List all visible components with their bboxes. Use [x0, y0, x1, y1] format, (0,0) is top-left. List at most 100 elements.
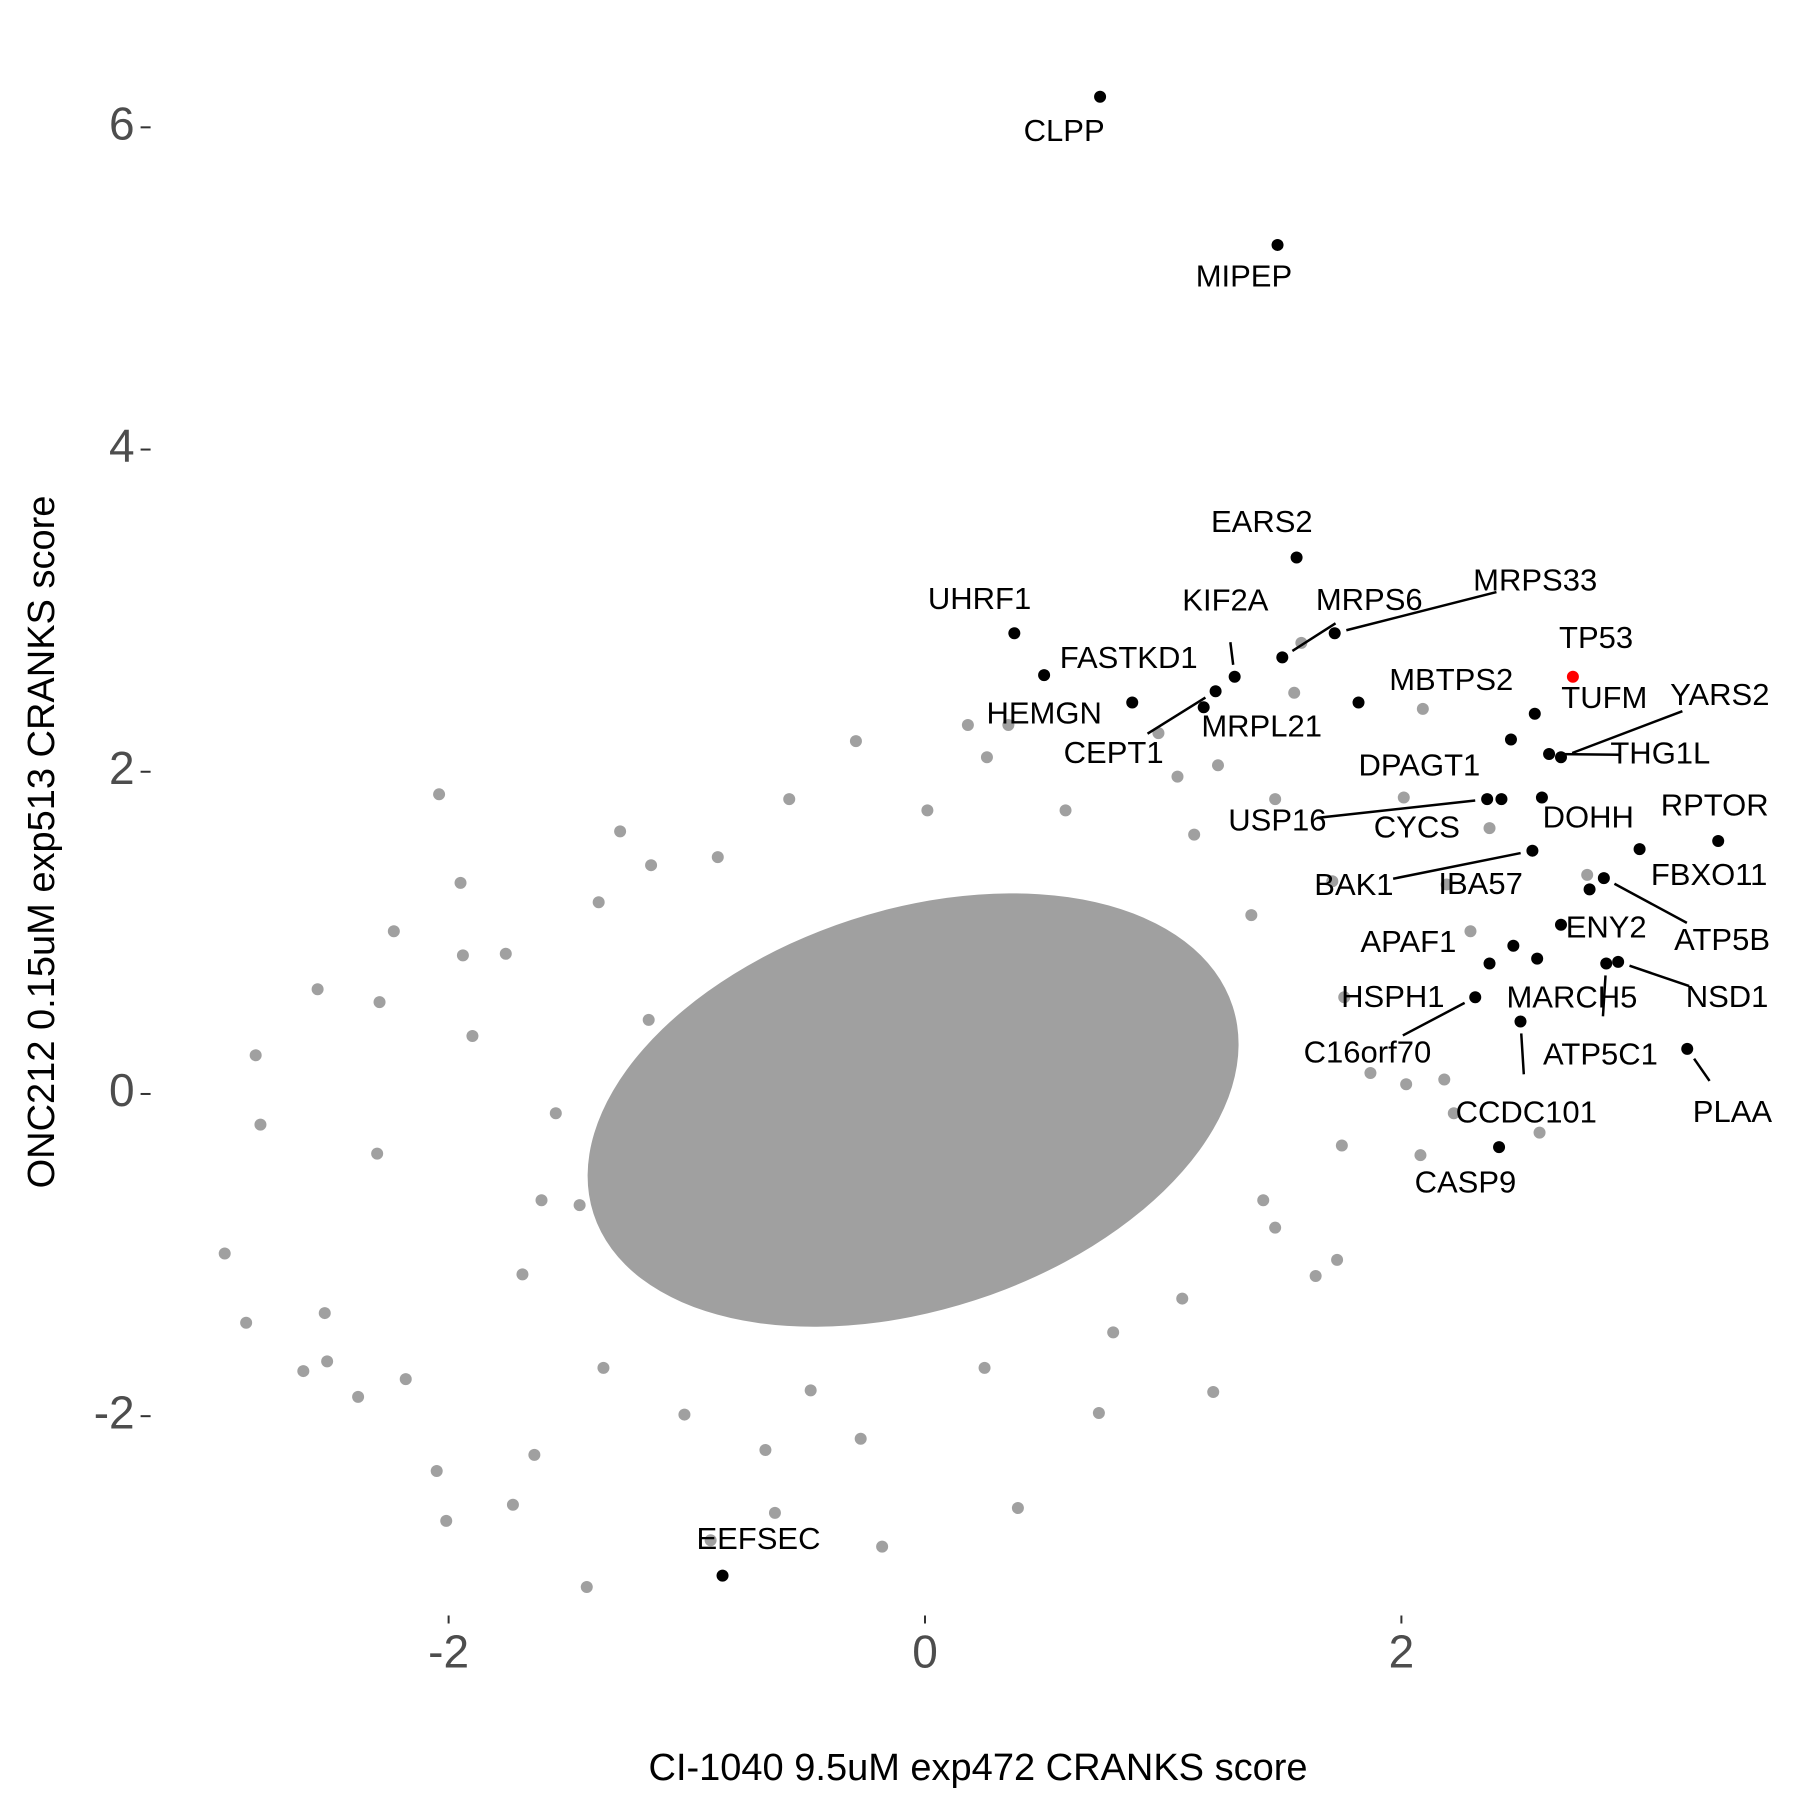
point [1581, 868, 1594, 881]
point [1583, 883, 1596, 896]
point-label: YARS2 [1670, 677, 1769, 712]
point [642, 1013, 655, 1026]
point-label: DPAGT1 [1359, 748, 1481, 783]
point-label: ATP5C1 [1543, 1036, 1658, 1071]
point [1176, 1292, 1189, 1305]
point-label: MIPEP [1196, 259, 1292, 294]
point-label: ENY2 [1566, 910, 1647, 945]
point [1309, 1270, 1322, 1283]
point-label: USP16 [1228, 803, 1326, 838]
point-label: MRPS6 [1316, 582, 1423, 617]
point [1352, 696, 1365, 709]
point [1493, 1141, 1506, 1154]
point-label: CYCS [1374, 809, 1460, 844]
point-label: MARCH5 [1506, 979, 1637, 1014]
point [1331, 1253, 1344, 1266]
leader-line [1291, 622, 1337, 652]
x-tick-label: -2 [428, 1626, 469, 1678]
point [1126, 696, 1139, 709]
point-label: EEFSEC [696, 1521, 820, 1556]
point [352, 1390, 365, 1403]
point [321, 1355, 334, 1368]
point [678, 1408, 691, 1421]
point [1712, 835, 1725, 848]
point [768, 1506, 781, 1519]
leader-line [1613, 882, 1688, 924]
point [1094, 90, 1107, 103]
leader-line [1693, 1057, 1711, 1082]
point [1414, 1149, 1427, 1162]
x-axis-title: CI-1040 9.5uM exp472 CRANKS score [649, 1747, 1308, 1789]
y-axis-title: ONC212 0.15uM exp513 CRANKS score [21, 496, 63, 1189]
point [1008, 627, 1021, 640]
x-tick-label: 0 [912, 1626, 938, 1678]
point [1269, 1221, 1282, 1234]
point [1011, 1502, 1024, 1515]
point [549, 1107, 562, 1120]
y-tick-label: 4 [109, 420, 135, 472]
point [240, 1316, 253, 1329]
point [249, 1049, 262, 1062]
point [1600, 957, 1613, 970]
point [456, 949, 469, 962]
point [1364, 1067, 1377, 1080]
point-label: IBA57 [1438, 866, 1522, 901]
point [1533, 1126, 1546, 1139]
leader-line [1402, 1001, 1466, 1037]
point [311, 983, 324, 996]
point-label: THG1L [1610, 735, 1710, 770]
point-label: MRPL21 [1201, 708, 1322, 743]
point [978, 1361, 991, 1374]
point [1328, 627, 1341, 640]
leader-line [1561, 752, 1621, 757]
leader-line [1571, 710, 1683, 755]
point [528, 1448, 541, 1461]
point [1535, 791, 1548, 804]
point [499, 947, 512, 960]
point-label: KIF2A [1182, 583, 1268, 618]
point-label: FBXO11 [1651, 857, 1768, 892]
point [373, 996, 386, 1009]
y-tick-label: 2 [109, 742, 135, 794]
point [1276, 651, 1289, 664]
point [597, 1361, 610, 1374]
point [1288, 686, 1301, 699]
point [1092, 1406, 1105, 1419]
point [580, 1580, 593, 1593]
point [1612, 955, 1625, 968]
point-label: EARS2 [1211, 504, 1313, 539]
point-label: APAF1 [1360, 924, 1456, 959]
point [506, 1498, 519, 1511]
point [1681, 1042, 1694, 1055]
leader-line [1316, 799, 1476, 820]
point [318, 1307, 331, 1320]
point [297, 1365, 310, 1378]
point [1481, 793, 1494, 806]
point-label: CLPP [1024, 113, 1105, 148]
point [466, 1029, 479, 1042]
point-label: MBTPS2 [1389, 662, 1513, 697]
point [711, 851, 724, 864]
point-label: MRPS33 [1473, 562, 1597, 597]
point [716, 1569, 729, 1582]
point [1514, 1015, 1527, 1028]
point [849, 735, 862, 748]
point [1528, 707, 1541, 720]
point [1554, 918, 1567, 931]
point-label: UHRF1 [928, 581, 1031, 616]
point [1209, 685, 1222, 698]
point [614, 825, 627, 838]
point [1526, 844, 1539, 857]
point-label: BAK1 [1314, 867, 1393, 902]
point [1531, 952, 1544, 965]
point [1416, 702, 1429, 715]
point [1171, 770, 1184, 783]
point [783, 793, 796, 806]
point-label: DOHH [1543, 800, 1634, 835]
point [1597, 872, 1610, 885]
leader-line [1146, 696, 1207, 735]
y-tick-label: 6 [109, 97, 135, 149]
point [876, 1540, 889, 1553]
point-label: PLAA [1693, 1094, 1773, 1129]
